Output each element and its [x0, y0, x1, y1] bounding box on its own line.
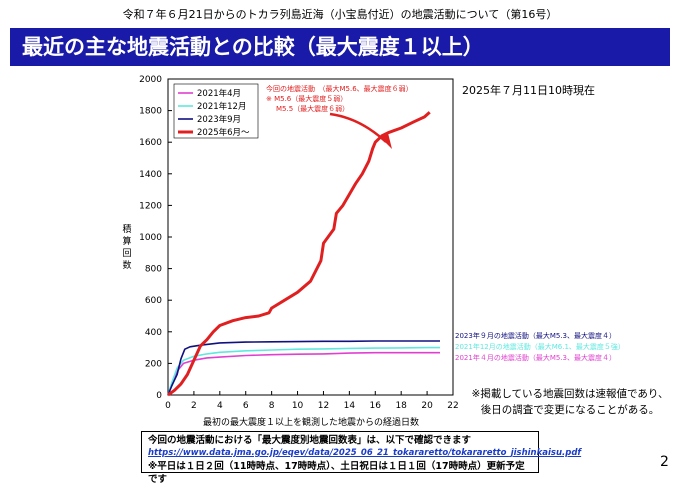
- y-tick-label: 0: [156, 391, 162, 401]
- x-tick-label: 8: [269, 401, 275, 411]
- info-url-link[interactable]: https://www.data.jma.go.jp/eqev/data/202…: [148, 448, 582, 458]
- series-end-label: 2023年９月の地震活動（最大M5.3、最大震度４）: [455, 331, 616, 340]
- page-number: 2: [660, 454, 669, 470]
- legend-entry: 2025年6月～: [197, 127, 250, 138]
- annotation-line2: ※ M5.6（最大震度５弱）: [266, 94, 347, 103]
- note-line-1: ※掲載している地震回数は速報値であり、: [471, 388, 669, 400]
- series-end-label: 2021年４月の地震活動（最大M5.3、最大震度４）: [455, 353, 616, 362]
- x-tick-label: 4: [217, 401, 223, 411]
- header-text: 令和７年６月21日からのトカラ列島近海（小宝島付近）の地震活動について（第16号…: [122, 8, 558, 21]
- series-labels: 2023年９月の地震活動（最大M5.3、最大震度４） 2021年12月の地震活動（…: [455, 331, 625, 362]
- x-tick-label: 10: [292, 401, 304, 411]
- series-end-label: 2021年12月の地震活動（最大M6.1、最大震度５強）: [455, 342, 625, 351]
- series-line-2021年4月: [167, 351, 440, 396]
- series-line-2025年6月～: [167, 111, 431, 397]
- timestamp: 2025年７月11日10時現在: [462, 84, 595, 97]
- y-tick-label: 800: [145, 265, 162, 275]
- y-axis-label-char: 積: [122, 223, 131, 235]
- y-tick-label: 1000: [139, 233, 162, 243]
- series-line-2023年9月: [167, 340, 440, 396]
- y-tick-label: 1200: [139, 201, 162, 211]
- legend-entry: 2021年4月: [197, 88, 241, 99]
- legend-entry: 2021年12月: [197, 101, 246, 112]
- legend: 2021年4月 2021年12月 2023年9月 2025年6月～: [173, 83, 259, 139]
- y-tick-label: 600: [145, 296, 162, 306]
- x-tick-label: 18: [395, 401, 407, 411]
- x-tick-label: 0: [165, 401, 171, 411]
- y-tick-label: 200: [145, 359, 162, 369]
- y-tick-label: 2000: [139, 75, 162, 85]
- y-axis-label-char: 算: [122, 235, 131, 247]
- x-tick-label: 6: [243, 401, 249, 411]
- x-axis-label: 最初の最大震度１以上を観測した地震からの経過日数: [203, 416, 419, 428]
- annotation-arrow: [329, 112, 387, 143]
- series-layer: [167, 111, 440, 397]
- tick-labels: 0 200 400 600 800 1000 1200 1400 1600 1800 2000 0 2 4…: [139, 75, 459, 411]
- x-tick-label: 14: [344, 401, 356, 411]
- page-title: 最近の主な地震活動との比較（最大震度１以上）: [22, 35, 484, 59]
- info-line-3: ※平日は１日２回（11時時点、17時時点）、土日祝日は１日１回（17時時点）更新…: [148, 461, 525, 485]
- x-tick-label: 16: [370, 401, 382, 411]
- legend-entry: 2023年9月: [197, 114, 241, 125]
- title-band: 最近の主な地震活動との比較（最大震度１以上）: [10, 28, 670, 66]
- annotation-line3: M5.5（最大震度６弱）: [276, 104, 349, 113]
- x-tick-label: 12: [318, 401, 329, 411]
- notes: ※掲載している地震回数は速報値であり、 後日の調査で変更になることがある。: [470, 386, 670, 418]
- note-line-2: 後日の調査で変更になることがある。: [480, 404, 660, 416]
- x-tick-label: 2: [191, 401, 197, 411]
- y-axis-label-char: 数: [122, 259, 131, 271]
- annotation-title: 今回の地震活動 （最大M5.6、最大震度６弱）: [266, 84, 413, 93]
- y-tick-label: 1800: [139, 107, 162, 117]
- annotation-arrowhead: [381, 133, 392, 149]
- y-tick-label: 1600: [139, 138, 162, 148]
- y-axis-label-char: 回: [122, 248, 131, 259]
- y-tick-label: 1400: [139, 170, 162, 180]
- annotation: 今回の地震活動 （最大M5.6、最大震度６弱） ※ M5.6（最大震度５弱） M…: [266, 84, 413, 149]
- info-box: 今回の地震活動における「最大震度別地震回数表」は、以下で確認できます https…: [141, 431, 582, 485]
- x-tick-label: 22: [447, 401, 458, 411]
- info-line-1: 今回の地震活動における「最大震度別地震回数表」は、以下で確認できます: [148, 435, 472, 446]
- y-tick-label: 400: [145, 328, 162, 338]
- x-tick-label: 20: [421, 401, 433, 411]
